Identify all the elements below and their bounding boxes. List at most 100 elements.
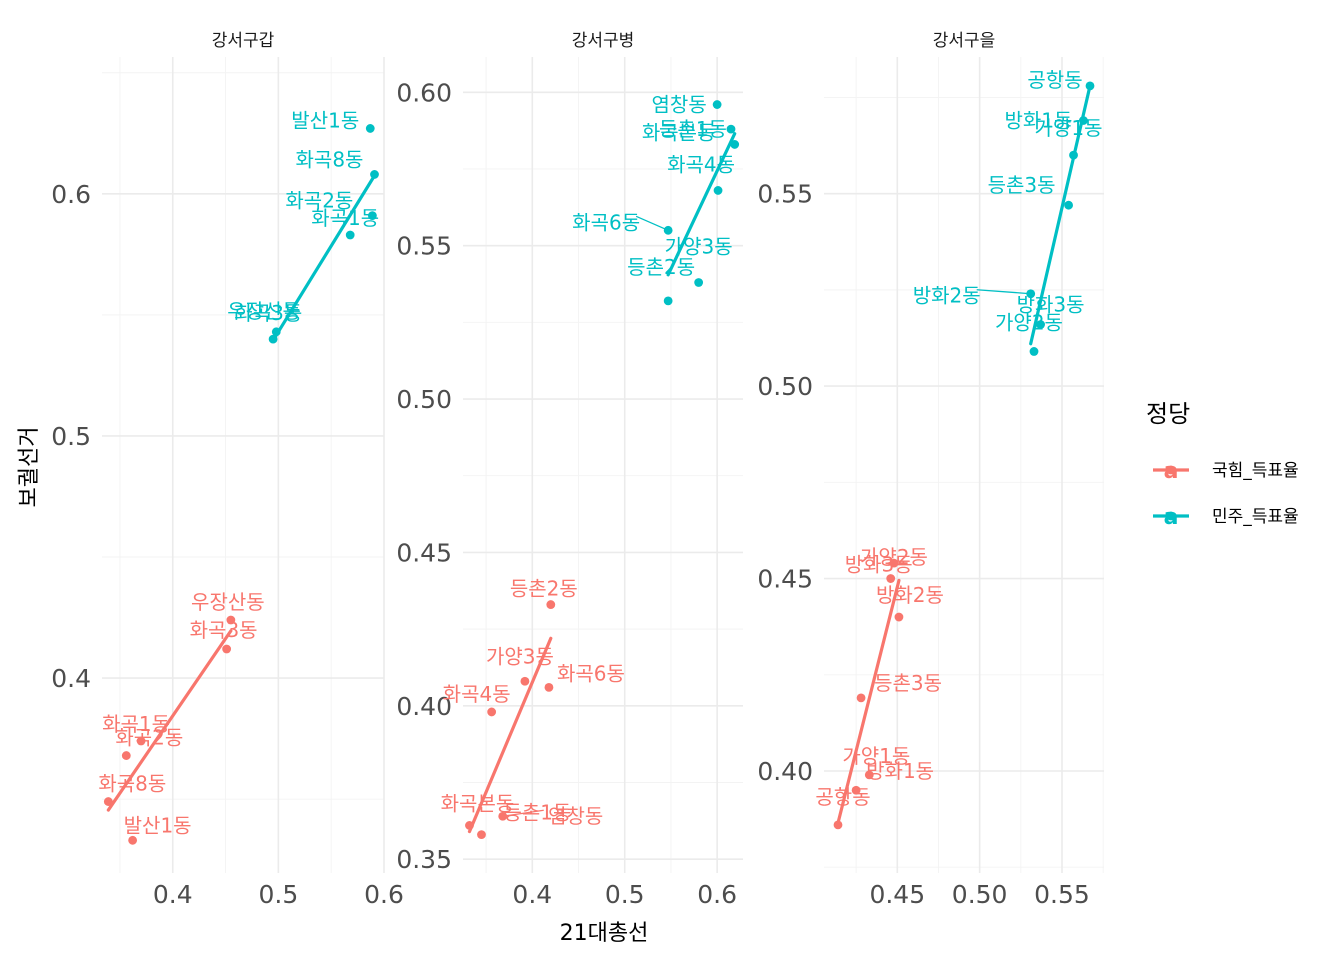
point-label: 화곡본동: [642, 120, 716, 144]
data-point: [268, 334, 278, 344]
data-point: [365, 124, 375, 133]
data-point: [465, 821, 474, 830]
point-label: 등촌2동: [510, 577, 578, 601]
data-point: [856, 693, 866, 703]
data-point: [271, 327, 281, 337]
y-tick-label: 0.55: [396, 232, 452, 261]
legend-item-label: 민주_득표율: [1212, 507, 1299, 527]
x-axis-title: 21대총선: [560, 921, 649, 946]
facet-strip-title: 강서구을: [933, 31, 996, 51]
point-label: 우장산동: [191, 590, 265, 614]
x-tick-label: 0.6: [364, 880, 404, 909]
label-leader-line: [976, 289, 1031, 295]
y-tick-label: 0.55: [757, 180, 813, 209]
y-tick-label: 0.40: [757, 757, 813, 786]
data-point: [128, 835, 138, 845]
point-label: 방화1동: [1004, 109, 1072, 133]
data-point: [367, 211, 377, 220]
regression-line: [836, 578, 901, 825]
point-label: 가양2동: [995, 310, 1063, 334]
x-tick-label: 0.6: [697, 880, 737, 909]
legend-key-glyph: a: [1164, 505, 1179, 530]
data-point: [1069, 150, 1078, 160]
point-label: 화곡1동: [102, 712, 170, 736]
data-point: [712, 100, 722, 109]
data-point: [136, 736, 146, 746]
legend-key-point: [1166, 511, 1176, 521]
label-leader-line: [635, 215, 669, 231]
data-point: [1085, 81, 1095, 91]
data-point: [546, 600, 556, 609]
data-point: [730, 140, 740, 149]
y-tick-label: 0.45: [757, 565, 813, 594]
point-label: 등촌3동: [874, 671, 942, 695]
data-point: [477, 830, 486, 840]
data-point: [226, 615, 236, 625]
data-point: [370, 170, 379, 179]
data-point: [663, 225, 673, 235]
data-point: [713, 186, 723, 195]
point-label: 화곡2동: [115, 726, 183, 750]
data-point: [487, 707, 497, 717]
x-tick-label: 0.4: [153, 880, 193, 909]
regression-line: [271, 174, 377, 342]
point-label: 가양1동: [842, 744, 910, 768]
point-label: 방화3동: [1017, 293, 1085, 317]
point-label: 화곡4동: [443, 682, 511, 706]
regression-line: [106, 629, 233, 812]
point-label: 화곡8동: [98, 772, 166, 796]
y-tick-label: 0.45: [396, 538, 452, 567]
x-tick-label: 0.45: [869, 880, 925, 909]
data-point: [1064, 200, 1073, 210]
point-label: 방화1동: [866, 759, 934, 783]
point-label: 발산1동: [291, 108, 359, 132]
data-point: [889, 558, 899, 568]
point-label: 화곡본동: [441, 791, 515, 815]
data-point: [345, 230, 355, 240]
x-tick-label: 0.5: [605, 880, 645, 909]
point-label: 화곡2동: [285, 189, 353, 213]
data-point: [726, 124, 736, 134]
point-label: 가양1동: [1035, 116, 1103, 140]
point-label: 가양3동: [665, 234, 733, 258]
point-label: 등촌1동: [504, 801, 572, 825]
data-point: [1029, 347, 1039, 356]
point-label: 화곡3동: [234, 301, 302, 325]
point-label: 화곡1동: [311, 206, 379, 230]
point-label: 방화2동: [876, 583, 944, 607]
point-label: 화곡6동: [557, 661, 625, 685]
point-label: 화곡6동: [572, 210, 640, 234]
facet-strip-title: 강서구병: [572, 31, 635, 51]
legend-key-glyph: a: [1164, 459, 1179, 484]
data-point: [1036, 320, 1045, 329]
y-tick-label: 0.50: [396, 385, 452, 414]
data-point: [886, 574, 896, 583]
legend-title: 정당: [1146, 400, 1190, 428]
y-axis-title: 보궐선거: [17, 427, 42, 508]
y-tick-label: 0.60: [396, 78, 452, 107]
x-tick-label: 0.4: [512, 880, 552, 909]
data-point: [1079, 116, 1088, 125]
data-point: [894, 612, 904, 622]
regression-line: [467, 636, 553, 834]
x-tick-label: 0.50: [952, 880, 1008, 909]
data-point: [851, 785, 861, 795]
data-point: [694, 278, 704, 287]
legend-item-label: 국힘_득표율: [1212, 461, 1299, 481]
legend-key-point: [1166, 465, 1176, 475]
data-point: [498, 811, 508, 821]
point-label: 화곡4동: [667, 152, 735, 176]
y-tick-label: 0.35: [396, 845, 452, 874]
point-label: 공항동: [815, 785, 870, 809]
point-label: 가양3동: [486, 644, 554, 668]
